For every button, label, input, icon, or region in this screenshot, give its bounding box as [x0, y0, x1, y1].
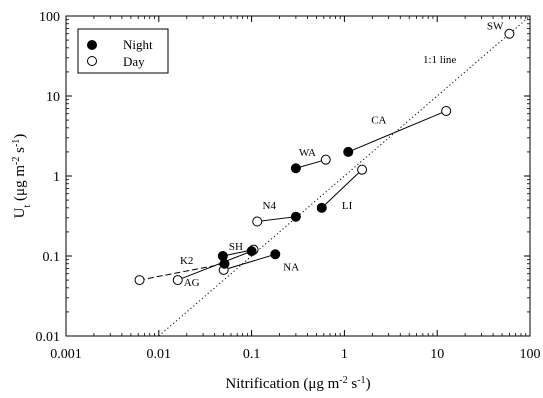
one-to-one-line — [158, 15, 531, 337]
legend-day-label: Day — [123, 54, 145, 69]
connector-n4 — [257, 216, 296, 222]
night-marker-n4 — [290, 211, 301, 222]
y-tick-label: 1 — [53, 170, 60, 185]
day-marker-ag — [172, 275, 183, 286]
site-label-sw: SW — [487, 21, 504, 33]
night-marker-ag — [246, 246, 257, 257]
site-label-sh: SH — [229, 241, 243, 253]
axis-ticks — [65, 15, 531, 337]
night-marker-wa — [290, 163, 301, 174]
site-label-wa: WA — [299, 147, 316, 159]
connector-layer — [139, 110, 447, 281]
night-marker-li — [316, 202, 327, 213]
day-marker-ca — [441, 105, 452, 116]
x-tick-label: 100 — [520, 347, 541, 362]
site-label-li: LI — [342, 200, 353, 212]
y-tick-label: 0.01 — [36, 330, 61, 345]
day-marker-n4 — [252, 216, 263, 227]
legend-night-label: Night — [123, 37, 153, 52]
connector-ag — [177, 250, 252, 281]
night-marker-k2 — [219, 258, 230, 269]
y-tick-label: 10 — [46, 90, 60, 105]
x-axis-title: Nitrification (μg m-2 s-1) — [225, 375, 370, 393]
site-label-k2: K2 — [180, 255, 193, 267]
y-axis-title: Ut (μg m-2 s-1) — [11, 134, 33, 219]
site-label-layer: SW CA WA LI N4 SH NA K2 AG — [180, 21, 504, 289]
connector-wa — [295, 159, 326, 169]
day-marker-wa — [320, 154, 331, 165]
connector-k2 — [139, 263, 225, 281]
marker-layer — [134, 28, 515, 286]
connector-ca — [348, 110, 447, 153]
day-marker-k2 — [134, 275, 145, 286]
site-label-ag: AG — [184, 277, 200, 289]
legend-night-marker — [87, 40, 97, 50]
connector-li — [321, 169, 363, 209]
reference-line-label: 1:1 line — [423, 54, 456, 66]
night-marker-ca — [343, 146, 354, 157]
x-tick-label: 0.001 — [50, 347, 82, 362]
x-tick-label: 0.1 — [243, 347, 261, 362]
x-tick-label: 0.01 — [147, 347, 172, 362]
day-marker-sw — [504, 28, 515, 39]
x-tick-label: 10 — [430, 347, 444, 362]
y-tick-label: 100 — [39, 10, 60, 25]
legend: Night Day — [77, 28, 169, 74]
y-tick-label: 0.1 — [43, 250, 61, 265]
site-label-ca: CA — [371, 114, 386, 126]
connector-na — [223, 253, 276, 271]
site-label-n4: N4 — [263, 200, 277, 212]
legend-day-marker — [87, 56, 97, 66]
plot-area: SW CA WA LI N4 SH NA K2 AG — [65, 15, 531, 337]
x-tick-label: 1 — [341, 347, 348, 362]
night-marker-na — [270, 249, 281, 260]
site-label-na: NA — [283, 261, 299, 273]
day-marker-li — [357, 164, 368, 175]
reference-line-layer — [158, 15, 531, 337]
